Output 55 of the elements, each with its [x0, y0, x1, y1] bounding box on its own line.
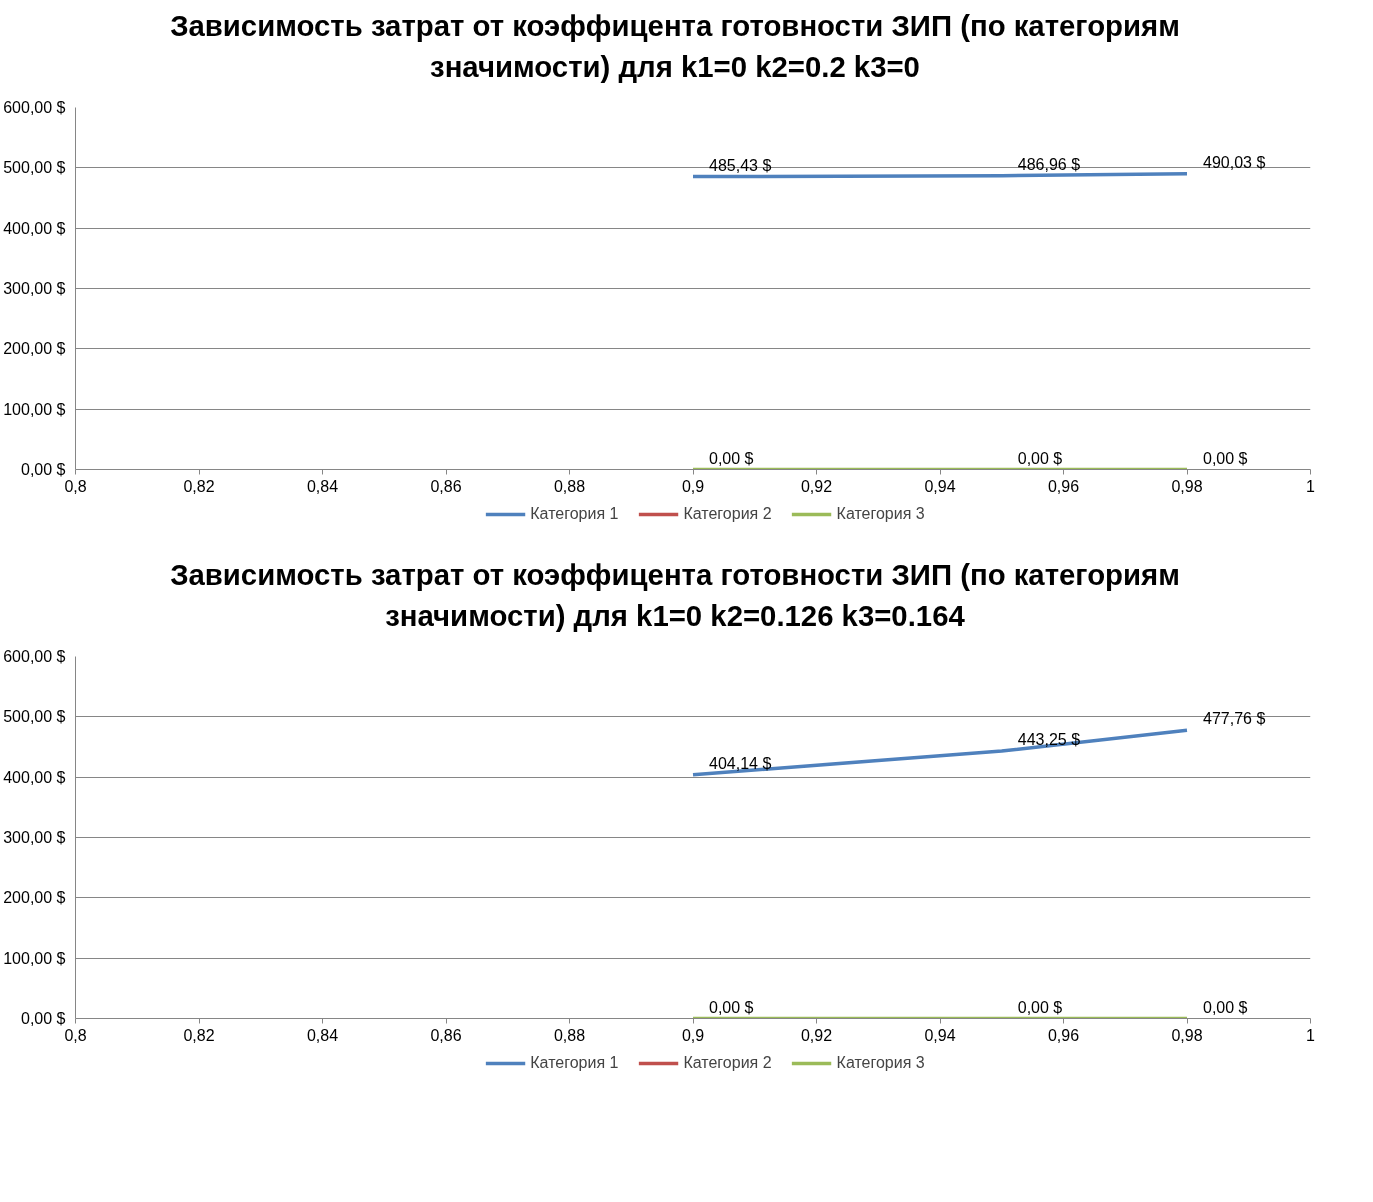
data-label: 0,00 $ — [1017, 449, 1063, 467]
y-tick-label: 500,00 $ — [3, 159, 66, 177]
data-label: 0,00 $ — [709, 449, 754, 467]
legend-label: Категория 1 — [530, 505, 619, 524]
x-tick-label: 0,98 — [1171, 1026, 1203, 1044]
data-label: 404,14 $ — [709, 754, 772, 772]
x-tick-label: 0,94 — [924, 477, 956, 495]
x-tick-label: 0,82 — [183, 477, 215, 495]
x-tick-label: 0,8 — [64, 1026, 87, 1044]
data-label: 477,76 $ — [1203, 710, 1266, 728]
x-tick-label: 0,9 — [681, 1026, 705, 1044]
y-tick-label: 200,00 $ — [3, 340, 66, 358]
legend-label: Категория 1 — [530, 1054, 619, 1073]
x-tick-label: 0,9 — [681, 477, 705, 495]
x-tick-label: 0,84 — [306, 477, 339, 495]
x-tick-label: 0,98 — [1171, 477, 1203, 495]
y-tick-label: 400,00 $ — [3, 768, 66, 786]
legend-label: Категория 2 — [683, 1054, 772, 1073]
data-label: 0,00 $ — [1017, 998, 1063, 1016]
x-tick-label: 1 — [1306, 1026, 1316, 1044]
data-label: 486,96 $ — [1017, 155, 1081, 173]
data-label: 0,00 $ — [1203, 449, 1248, 467]
legend-label: Категория 2 — [683, 505, 772, 524]
x-tick-label: 0,88 — [553, 1026, 586, 1044]
chart-title: Зависимость затрат от коэффицента готовности ЗИП (по категориям значимости) для k1=0 k2=0.2 k3=0 — [169, 8, 1181, 86]
x-tick-label: 0,84 — [306, 1026, 339, 1044]
y-tick-label: 600,00 $ — [3, 99, 66, 117]
x-tick-label: 0,82 — [183, 1026, 215, 1044]
x-tick-label: 0,92 — [800, 1026, 833, 1044]
data-label: 490,03 $ — [1203, 153, 1266, 171]
data-label: 485,43 $ — [709, 156, 772, 174]
data-label: 0,00 $ — [709, 998, 754, 1016]
y-tick-label: 200,00 $ — [3, 889, 66, 907]
y-tick-label: 100,00 $ — [3, 400, 66, 418]
y-tick-label: 400,00 $ — [3, 219, 66, 237]
x-tick-label: 0,86 — [430, 477, 462, 495]
y-tick-label: 0,00 $ — [21, 461, 66, 479]
y-tick-label: 0,00 $ — [21, 1010, 66, 1028]
x-tick-label: 0,94 — [924, 1026, 956, 1044]
x-tick-label: 0,88 — [553, 477, 586, 495]
y-tick-label: 300,00 $ — [3, 829, 66, 847]
legend-label: Категория 3 — [836, 505, 925, 524]
x-tick-label: 0,86 — [430, 1026, 462, 1044]
legend-label: Категория 3 — [836, 1054, 925, 1073]
y-tick-label: 500,00 $ — [3, 708, 66, 726]
y-tick-label: 300,00 $ — [3, 280, 66, 298]
x-tick-label: 0,96 — [1047, 477, 1080, 495]
x-tick-label: 0,8 — [64, 477, 87, 495]
y-tick-label: 600,00 $ — [3, 648, 66, 666]
x-tick-label: 0,92 — [800, 477, 833, 495]
y-tick-label: 100,00 $ — [3, 949, 66, 967]
x-tick-label: 1 — [1306, 477, 1316, 495]
data-label: 0,00 $ — [1203, 998, 1248, 1016]
x-tick-label: 0,96 — [1047, 1026, 1080, 1044]
chart-title: Зависимость затрат от коэффицента готовности ЗИП (по категориям значимости) для k1=0 k2=0.126 k3=0.164 — [169, 557, 1181, 635]
